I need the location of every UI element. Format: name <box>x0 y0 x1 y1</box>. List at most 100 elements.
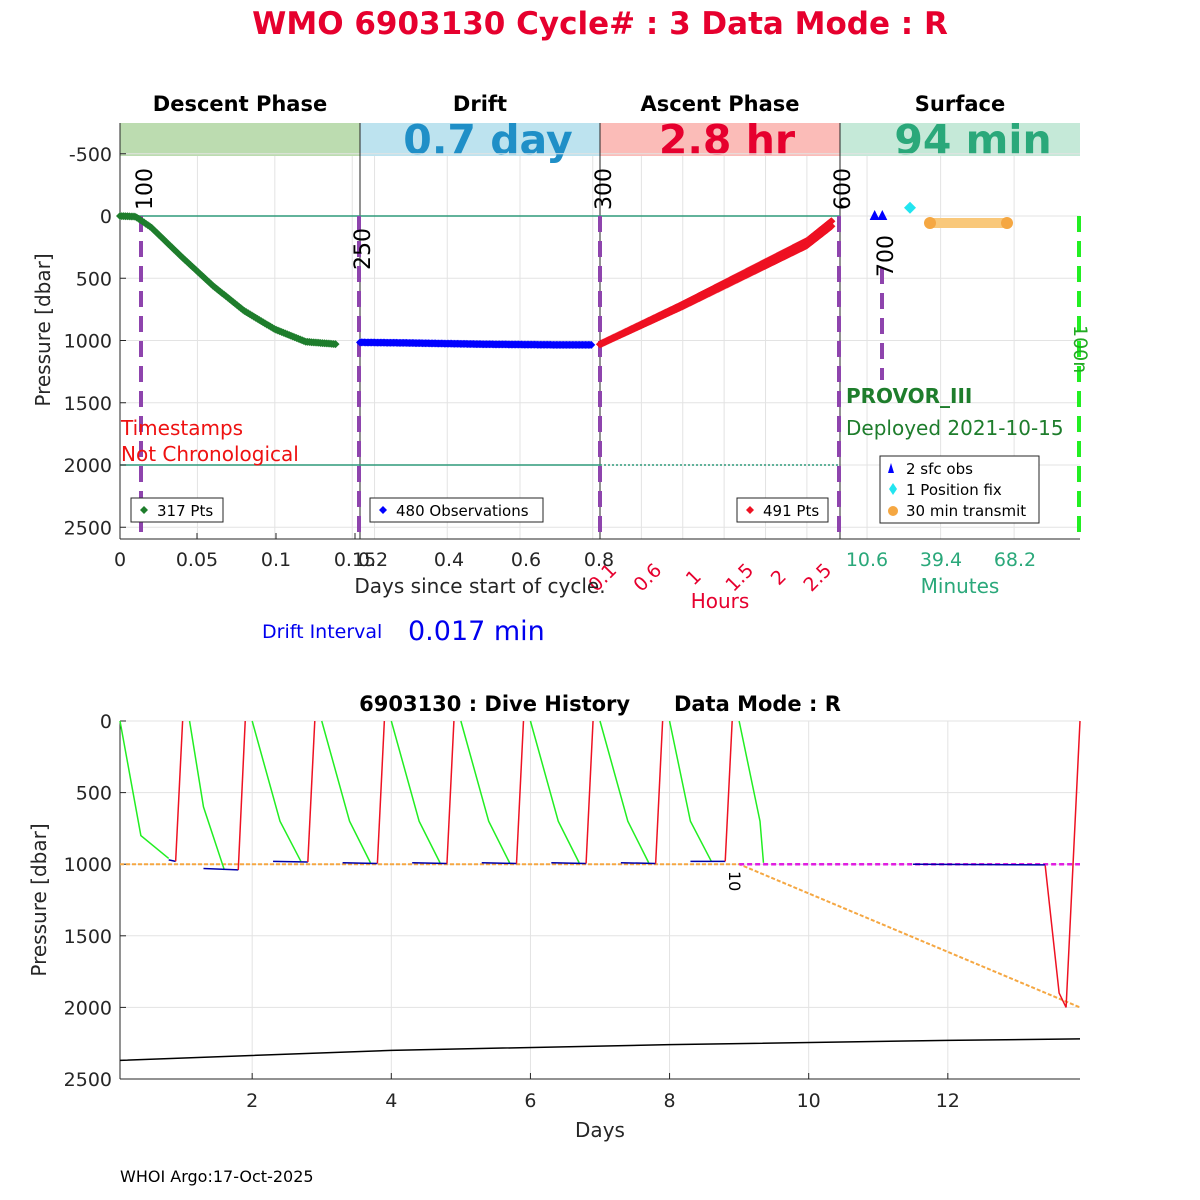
top-x-tick-label-hours: 1 <box>682 566 706 590</box>
drift-trace <box>273 860 308 863</box>
legend-position-fix-text: 1 Position fix <box>906 481 1002 499</box>
phase-headers: Descent Phase Drift Ascent Phase Surface <box>153 92 1005 116</box>
top-y-tick-label: 2500 <box>64 517 112 539</box>
marker-label-100: 100 <box>133 168 158 210</box>
band-ascent <box>600 123 840 156</box>
bottom-x-tick-label: 6 <box>524 1090 536 1112</box>
top-x-tick-label-hours: 2 <box>767 566 791 590</box>
top-x-tick-label-drift: 0.2 <box>358 549 388 571</box>
descent-trace <box>251 720 302 862</box>
transmit-start-point <box>924 217 936 229</box>
drift-trace <box>412 862 447 865</box>
drift-trace <box>168 859 176 863</box>
top-x-tick-label-days: 0 <box>114 549 126 571</box>
legend-sfc-obs-text: 2 sfc obs <box>906 460 973 478</box>
x-axis-label-hours: Hours <box>691 589 750 613</box>
legend-surface: 2 sfc obs 1 Position fix 30 min transmit <box>879 455 1040 524</box>
descent-trace <box>529 720 580 864</box>
top-x-tick-label-minutes: 68.2 <box>994 549 1036 571</box>
descent-trace <box>321 720 372 864</box>
legend-sfc-obs-marker <box>888 463 894 473</box>
descent-trace <box>599 720 650 864</box>
bottom-title: 6903130 : Dive History Data Mode : R <box>359 692 841 716</box>
band-drift <box>360 123 600 156</box>
band-text-surface: 94 min <box>894 116 1051 164</box>
bottom-x-tick-label: 2 <box>246 1090 258 1112</box>
drift-trace <box>481 862 517 865</box>
bottom-y-tick-label: 1500 <box>64 926 112 948</box>
descent-trace <box>460 720 511 864</box>
phase-label-surface: Surface <box>915 92 1005 116</box>
top-y-tick-label: 2000 <box>64 455 112 477</box>
deployed-date: Deployed 2021-10-15 <box>846 416 1064 440</box>
legend-ascent-marker <box>746 506 754 514</box>
bottom-x-tick-label: 8 <box>664 1090 676 1112</box>
top-x-tick-label-drift: 0.6 <box>511 549 541 571</box>
top-x-tick-label-days: 0.15 <box>334 549 376 571</box>
top-x-tick-label-hours: 2.5 <box>799 559 836 596</box>
bottom-series <box>119 720 1081 1062</box>
ascent-trace <box>237 720 246 870</box>
phase-label-ascent: Ascent Phase <box>641 92 800 116</box>
drift-trace <box>342 862 378 865</box>
top-x-tick-label-days: 0.05 <box>176 549 218 571</box>
marker-label-300: 300 <box>592 168 617 210</box>
top-y-tick-label: 1500 <box>64 393 112 415</box>
bottom-x-axis-label: Days <box>575 1118 625 1142</box>
band-text-ascent: 2.8 hr <box>659 116 796 164</box>
top-x-tick-label-drift: 0.4 <box>434 549 464 571</box>
legend-transmit-marker <box>888 506 898 516</box>
legend-drift-marker <box>379 506 387 514</box>
drift-point <box>587 340 596 349</box>
bottom-x-tick-label: 4 <box>385 1090 397 1112</box>
legend-descent-marker <box>140 506 148 514</box>
surface-obs-point <box>877 210 888 220</box>
cycle-markers: 100 250 300 600 700 100n <box>133 168 1091 539</box>
drift-interval-label: Drift Interval <box>262 621 382 643</box>
ascent-trace <box>515 720 525 864</box>
ascent-trace <box>724 720 733 862</box>
legend-transmit-text: 30 min transmit <box>906 502 1026 520</box>
band-surface <box>840 123 1080 156</box>
position-fix-point <box>904 201 916 214</box>
warning-line-1: Timestamps <box>120 416 243 440</box>
top-y-tick-label: -500 <box>69 144 112 166</box>
marker-label-100n: 100n <box>1069 325 1091 373</box>
top-series <box>116 201 1013 349</box>
descent-trace <box>738 720 765 863</box>
bottom-y-tick-label: 0 <box>100 711 112 733</box>
marker-label-700: 700 <box>874 235 899 277</box>
top-y-tick-label: 1000 <box>64 331 112 353</box>
bottom-ticks: 0 500 1000 1500 2000 2500 2 4 6 8 10 12 <box>64 711 960 1112</box>
marker-label-600: 600 <box>831 168 856 210</box>
top-y-tick-label: 500 <box>76 268 112 290</box>
phase-bands: 0.7 day 2.8 hr 94 min <box>120 116 1080 164</box>
band-text-drift: 0.7 day <box>403 116 572 164</box>
x-axis-label-minutes: Minutes <box>921 574 1000 598</box>
legend-ascent-text: 491 Pts <box>763 502 819 520</box>
band-descent <box>120 123 360 156</box>
drift-trace <box>203 867 239 871</box>
drift-trace <box>913 863 1046 866</box>
top-x-ticks: 0 0.05 0.1 0.150.2 0.4 0.6 0.80.1 0.6 1 1.5 2 2.5 10… <box>114 533 1036 596</box>
footer-credit: WHOI Argo:17-Oct-2025 <box>120 1167 314 1186</box>
descent-trace <box>188 720 226 871</box>
descent-point <box>331 340 340 349</box>
ascent-trace <box>307 720 316 863</box>
top-y-ticks: -500 0 500 1000 1500 2000 2500 <box>64 144 126 539</box>
ascent-trace <box>446 720 455 864</box>
x-axis-label-days: Days since start of cycle. <box>354 574 605 598</box>
ascent-trace <box>1044 720 1081 1008</box>
drift-interval-value: 0.017 min <box>408 616 545 647</box>
legend-drift-text: 480 Observations <box>396 502 529 520</box>
figure-title: WMO 6903130 Cycle# : 3 Data Mode : R <box>252 6 948 42</box>
ascent-trace <box>585 720 594 864</box>
ascent-trace <box>654 720 664 864</box>
warning-line-2: Not Chronological <box>121 442 299 466</box>
drift-trace <box>620 862 656 865</box>
legend-position-fix-marker <box>889 483 897 495</box>
bottom-y-tick-label: 500 <box>76 783 112 805</box>
top-x-tick-label-drift: 0.8 <box>584 549 614 571</box>
descent-trace <box>119 720 170 860</box>
